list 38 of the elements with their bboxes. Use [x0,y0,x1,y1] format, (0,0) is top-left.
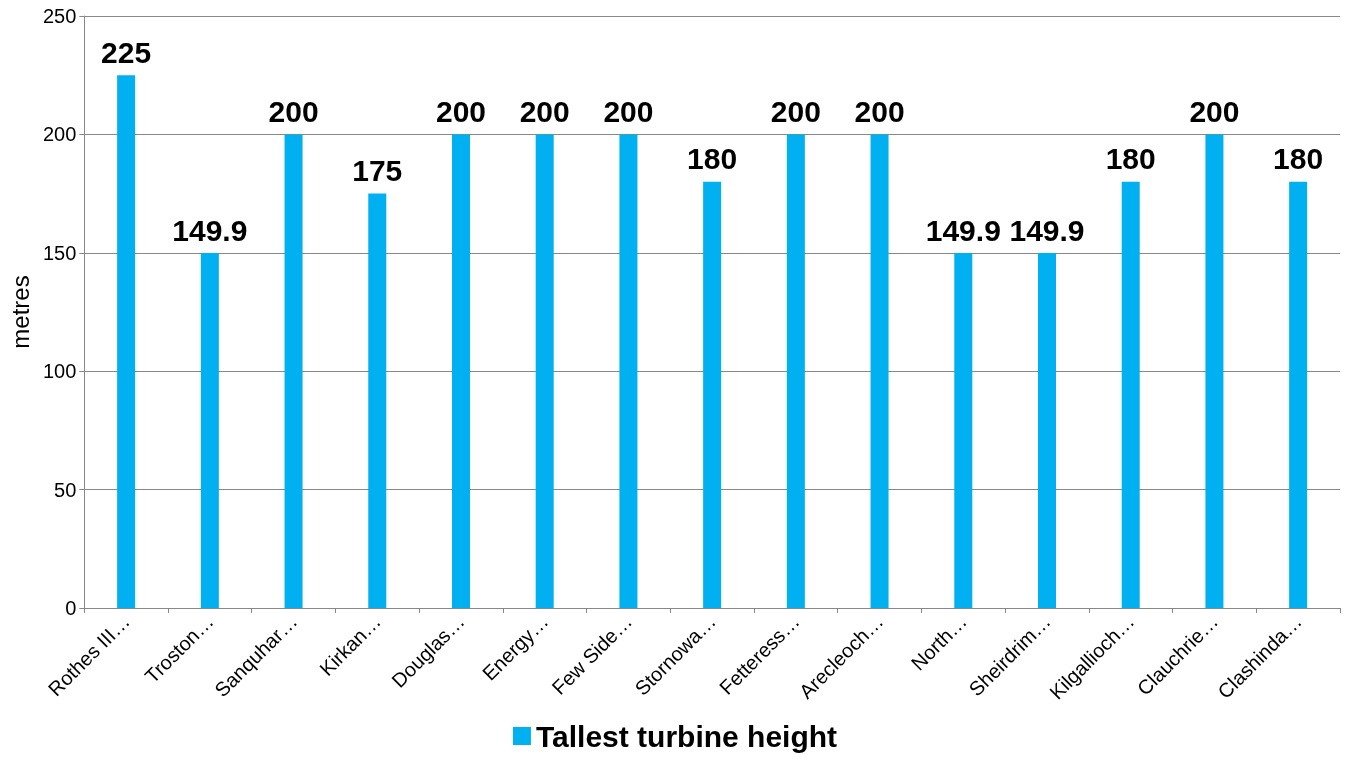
legend-label: Tallest turbine height [535,719,838,753]
data-label: 149.9 [1009,213,1085,247]
data-label: 180 [1105,142,1156,176]
y-tick-label: 0 [65,597,77,619]
data-label: 200 [770,94,821,128]
bar [368,193,387,608]
bar [954,253,973,608]
bar [284,134,303,608]
bar [1289,181,1308,608]
data-label: 200 [519,94,570,128]
y-axis-title: metres [6,275,34,349]
bar [1038,253,1056,608]
bar [451,134,470,608]
y-tick-label: 50 [54,478,77,501]
data-label: 180 [687,142,738,176]
y-tick-label: 250 [42,5,77,27]
data-label: 149.9 [172,213,248,247]
bar [535,134,554,608]
data-label: 175 [352,154,403,188]
y-tick-label: 150 [42,241,77,264]
data-label: 149.9 [925,213,1001,247]
bar [870,134,889,608]
y-tick-label: 100 [42,360,77,383]
data-label: 200 [435,94,487,128]
data-label: 200 [854,94,905,128]
data-label: 180 [1273,142,1324,176]
bar [1205,134,1224,608]
bar [786,134,805,608]
data-label: 200 [1189,94,1240,128]
bar [117,75,136,608]
data-label: 225 [101,35,152,69]
bar [619,134,638,608]
data-label: 200 [268,94,319,128]
bar [703,181,722,608]
bar [200,253,219,608]
bar [1121,181,1140,608]
y-tick-label: 200 [42,123,77,146]
data-label: 200 [603,94,654,128]
